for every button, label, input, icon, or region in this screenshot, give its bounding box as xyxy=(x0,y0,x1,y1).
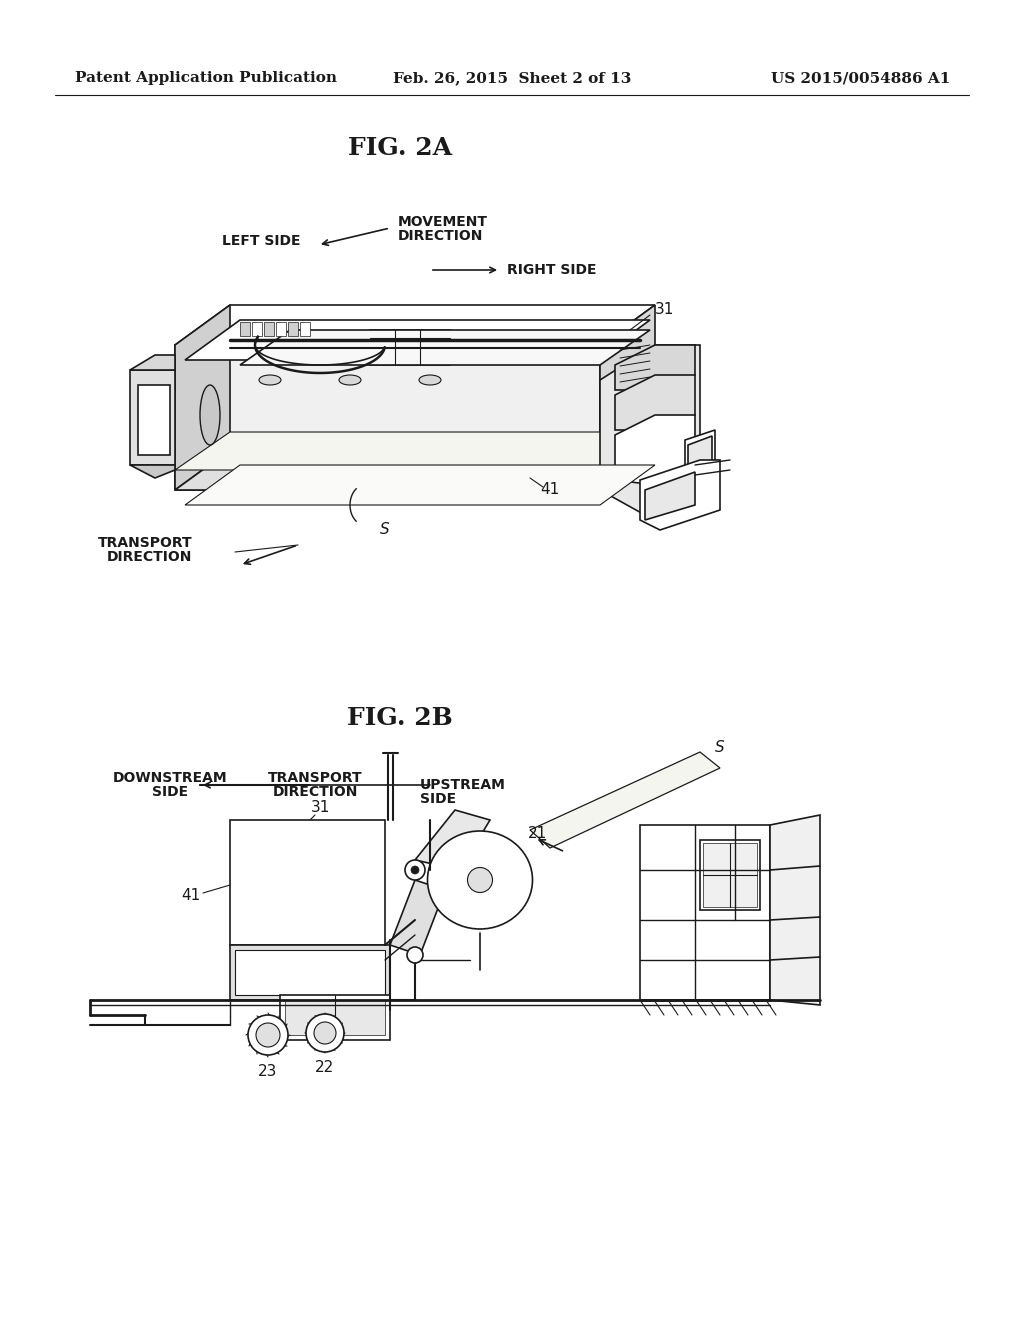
Polygon shape xyxy=(230,945,390,1001)
Polygon shape xyxy=(770,814,820,1005)
Polygon shape xyxy=(240,330,650,366)
Polygon shape xyxy=(276,322,286,337)
Circle shape xyxy=(406,861,425,880)
Text: 23: 23 xyxy=(258,1064,278,1080)
Ellipse shape xyxy=(306,1014,344,1052)
Text: S: S xyxy=(715,741,725,755)
Ellipse shape xyxy=(419,375,441,385)
Polygon shape xyxy=(688,436,712,484)
Polygon shape xyxy=(370,330,450,366)
Polygon shape xyxy=(185,319,650,360)
Text: Feb. 26, 2015  Sheet 2 of 13: Feb. 26, 2015 Sheet 2 of 13 xyxy=(393,71,631,84)
Polygon shape xyxy=(252,322,262,337)
Text: 22: 22 xyxy=(315,1060,335,1076)
Polygon shape xyxy=(703,843,757,907)
Polygon shape xyxy=(645,473,695,520)
Polygon shape xyxy=(640,459,720,531)
Polygon shape xyxy=(230,820,385,945)
Polygon shape xyxy=(415,810,490,870)
Polygon shape xyxy=(280,995,390,1040)
Text: TRANSPORT: TRANSPORT xyxy=(267,771,362,785)
Text: 31: 31 xyxy=(310,800,330,816)
Ellipse shape xyxy=(259,375,281,385)
Polygon shape xyxy=(288,322,298,337)
Text: S: S xyxy=(380,523,389,537)
Polygon shape xyxy=(175,432,655,470)
Text: DIRECTION: DIRECTION xyxy=(106,550,193,564)
Text: 21: 21 xyxy=(528,825,547,841)
Text: TRANSPORT: TRANSPORT xyxy=(97,536,193,550)
Polygon shape xyxy=(234,950,385,995)
Polygon shape xyxy=(300,322,310,337)
Polygon shape xyxy=(600,305,655,490)
Ellipse shape xyxy=(468,867,493,892)
Polygon shape xyxy=(615,414,695,484)
Ellipse shape xyxy=(339,375,361,385)
Text: DIRECTION: DIRECTION xyxy=(272,785,357,799)
Circle shape xyxy=(411,866,419,874)
Polygon shape xyxy=(175,450,655,490)
Text: FIG. 2B: FIG. 2B xyxy=(347,706,453,730)
Polygon shape xyxy=(285,1001,385,1035)
Text: UPSTREAM: UPSTREAM xyxy=(420,777,506,792)
Polygon shape xyxy=(640,825,770,1001)
Ellipse shape xyxy=(427,832,532,929)
Ellipse shape xyxy=(314,1022,336,1044)
Polygon shape xyxy=(600,345,700,515)
Polygon shape xyxy=(130,370,175,465)
Ellipse shape xyxy=(256,1023,280,1047)
Text: DOWNSTREAM: DOWNSTREAM xyxy=(113,771,227,785)
Polygon shape xyxy=(530,752,720,847)
Polygon shape xyxy=(685,430,715,490)
Polygon shape xyxy=(175,305,655,345)
Polygon shape xyxy=(185,465,655,506)
Text: DIRECTION: DIRECTION xyxy=(398,228,483,243)
Text: Patent Application Publication: Patent Application Publication xyxy=(75,71,337,84)
Text: 41: 41 xyxy=(181,887,200,903)
Ellipse shape xyxy=(248,1015,288,1055)
Polygon shape xyxy=(264,322,274,337)
Text: SIDE: SIDE xyxy=(420,792,456,807)
Polygon shape xyxy=(240,322,250,337)
Text: US 2015/0054886 A1: US 2015/0054886 A1 xyxy=(771,71,950,84)
Polygon shape xyxy=(175,345,600,490)
Text: 31: 31 xyxy=(655,302,675,318)
Polygon shape xyxy=(130,465,175,478)
Text: 41: 41 xyxy=(540,483,559,498)
Polygon shape xyxy=(615,345,695,389)
Text: LEFT SIDE: LEFT SIDE xyxy=(221,234,300,248)
Polygon shape xyxy=(130,355,175,370)
Polygon shape xyxy=(615,375,695,430)
Text: SIDE: SIDE xyxy=(152,785,188,799)
Text: MOVEMENT: MOVEMENT xyxy=(398,215,488,228)
Polygon shape xyxy=(700,840,760,909)
Ellipse shape xyxy=(200,385,220,445)
Polygon shape xyxy=(138,385,170,455)
Text: RIGHT SIDE: RIGHT SIDE xyxy=(507,263,597,277)
Polygon shape xyxy=(390,880,445,954)
Polygon shape xyxy=(175,305,230,490)
Text: FIG. 2A: FIG. 2A xyxy=(348,136,452,160)
Circle shape xyxy=(407,946,423,964)
